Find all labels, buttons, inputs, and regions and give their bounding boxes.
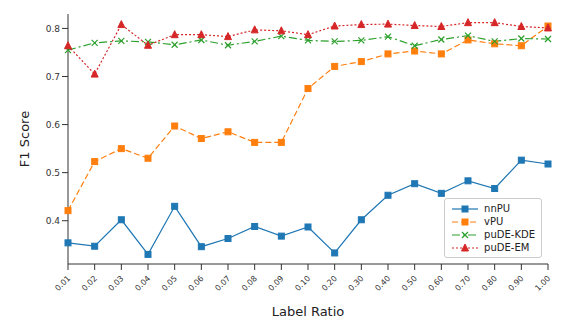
svg-text:0.8: 0.8	[46, 24, 61, 34]
svg-text:0.09: 0.09	[267, 274, 286, 293]
html-text:vPU: vPU	[484, 216, 504, 227]
svg-text:0.60: 0.60	[427, 274, 446, 293]
svg-text:0.30: 0.30	[347, 274, 366, 293]
html-text:puDE-KDE: puDE-KDE	[484, 229, 535, 240]
svg-text:0.7: 0.7	[46, 72, 60, 82]
svg-text:0.20: 0.20	[320, 274, 339, 293]
svg-text:0.10: 0.10	[293, 274, 312, 293]
svg-text:0.50: 0.50	[400, 274, 419, 293]
svg-text:0.01: 0.01	[53, 274, 72, 293]
svg-text:0.90: 0.90	[507, 274, 526, 293]
svg-text:0.80: 0.80	[480, 274, 499, 293]
svg-text:0.05: 0.05	[160, 274, 179, 293]
html-text:puDE-EM: puDE-EM	[484, 242, 530, 253]
svg-text:1.00: 1.00	[533, 274, 552, 293]
svg-text:0.03: 0.03	[107, 274, 126, 293]
svg-text:0.70: 0.70	[453, 274, 472, 293]
svg-text:0.6: 0.6	[46, 120, 61, 130]
svg-text:0.07: 0.07	[213, 274, 232, 293]
svg-text:0.02: 0.02	[80, 274, 99, 293]
svg-text:0.40: 0.40	[373, 274, 392, 293]
html-text:nnPU: nnPU	[484, 203, 511, 214]
svg-text:Label Ratio: Label Ratio	[272, 304, 345, 316]
svg-text:F1 Score: F1 Score	[17, 111, 32, 167]
svg-text:0.08: 0.08	[240, 274, 259, 293]
svg-text:0.4: 0.4	[46, 216, 61, 226]
svg-text:0.04: 0.04	[133, 274, 152, 293]
svg-text:0.06: 0.06	[187, 274, 206, 293]
svg-text:0.5: 0.5	[46, 168, 60, 178]
